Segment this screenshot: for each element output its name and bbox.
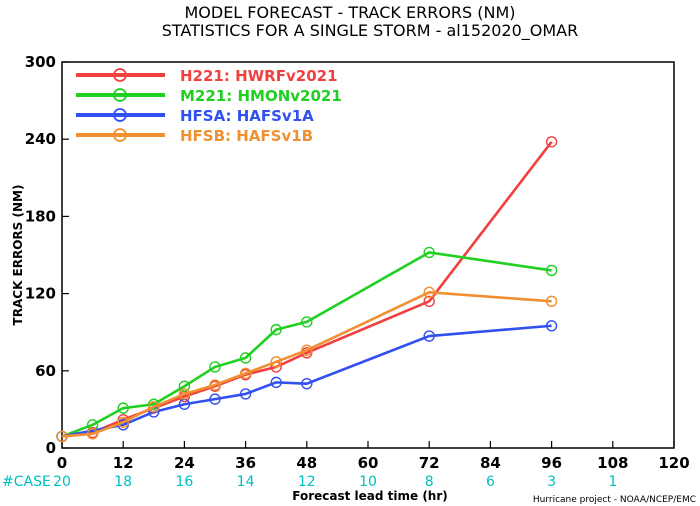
data-point [545, 295, 558, 308]
data-point [423, 330, 435, 342]
case-count: 6 [486, 474, 495, 490]
data-point [117, 416, 129, 428]
y-tick-label: 240 [25, 130, 56, 148]
case-count: 8 [425, 474, 434, 490]
data-point [423, 286, 435, 299]
data-point [423, 295, 435, 308]
x-tick-label: 12 [113, 454, 134, 472]
case-label: #CASE [2, 474, 51, 490]
case-counts: 20 18 16 14 12 10 8 6 3 1 [53, 474, 617, 490]
series-line-1 [61, 251, 552, 438]
data-point [178, 380, 191, 392]
data-point [239, 388, 252, 400]
x-tick-label: 48 [296, 454, 317, 472]
x-tick-label: 120 [658, 454, 689, 472]
series-line-0 [61, 140, 553, 438]
series-layer [56, 136, 558, 443]
legend-marker [113, 128, 127, 142]
legend-marker [113, 88, 127, 102]
x-tick-label: 96 [541, 454, 562, 472]
plot-frame [61, 61, 675, 449]
case-count: 20 [53, 474, 71, 490]
case-count: 1 [608, 474, 617, 490]
legend-marker [113, 68, 127, 82]
case-count: 18 [114, 474, 132, 490]
data-point [178, 388, 191, 400]
data-point [270, 356, 282, 368]
data-point [270, 376, 282, 389]
series-line-2 [61, 324, 552, 438]
data-point [239, 352, 252, 364]
data-point [301, 316, 313, 328]
x-tick-label: 36 [235, 454, 256, 472]
x-tick-label: 24 [174, 454, 195, 472]
case-count: 12 [298, 474, 316, 490]
x-tick-label: 60 [358, 454, 379, 472]
data-point [148, 401, 160, 413]
data-point [209, 379, 221, 391]
data-point [209, 361, 221, 373]
chart-title: MODEL FORECAST - TRACK ERRORS (NM) [184, 3, 515, 22]
y-tick-label: 120 [25, 285, 56, 303]
legend-label: HFSB: HAFSv1B [180, 127, 313, 145]
x-axis-label: Forecast lead time (hr) [292, 489, 448, 503]
data-point [545, 264, 558, 277]
case-count: 10 [359, 474, 377, 490]
series-line-3 [61, 291, 552, 438]
data-point [423, 246, 435, 259]
data-point [239, 367, 252, 380]
y-tick-label: 180 [25, 207, 56, 225]
data-point [301, 377, 313, 390]
x-tick-label: 72 [419, 454, 440, 472]
case-count: 16 [175, 474, 193, 490]
case-count: 3 [547, 474, 556, 490]
legend-label: H221: HWRFv2021 [180, 67, 338, 85]
y-axis-ticks: 0 60 120 180 240 300 [25, 53, 69, 457]
data-point [209, 393, 221, 405]
legend-label: HFSA: HAFSv1A [180, 107, 314, 125]
y-tick-label: 300 [25, 53, 56, 71]
x-tick-label: 0 [57, 454, 67, 472]
data-point [56, 430, 68, 443]
y-tick-label: 0 [46, 439, 56, 457]
case-count: 14 [237, 474, 255, 490]
data-point [117, 402, 129, 414]
legend-label: M221: HMONv2021 [180, 87, 342, 105]
credit-text: Hurricane project - NOAA/NCEP/EMC [533, 495, 696, 505]
chart-subtitle: STATISTICS FOR A SINGLE STORM - al152020… [162, 21, 579, 41]
data-point [86, 428, 99, 440]
x-tick-label: 84 [480, 454, 501, 472]
y-tick-label: 60 [35, 362, 56, 380]
data-point [545, 136, 558, 148]
x-tick-label: 108 [597, 454, 628, 472]
legend: H221: HWRFv2021 M221: HMONv2021 HFSA: HAFS… [76, 67, 342, 145]
data-point [545, 320, 558, 332]
y-axis-label: TRACK ERRORS (NM) [11, 185, 25, 326]
data-point [301, 344, 313, 356]
x-axis-ticks: 0 12 24 36 48 60 72 84 96 108 120 [57, 441, 690, 472]
legend-marker [113, 108, 127, 122]
data-point [270, 323, 282, 336]
